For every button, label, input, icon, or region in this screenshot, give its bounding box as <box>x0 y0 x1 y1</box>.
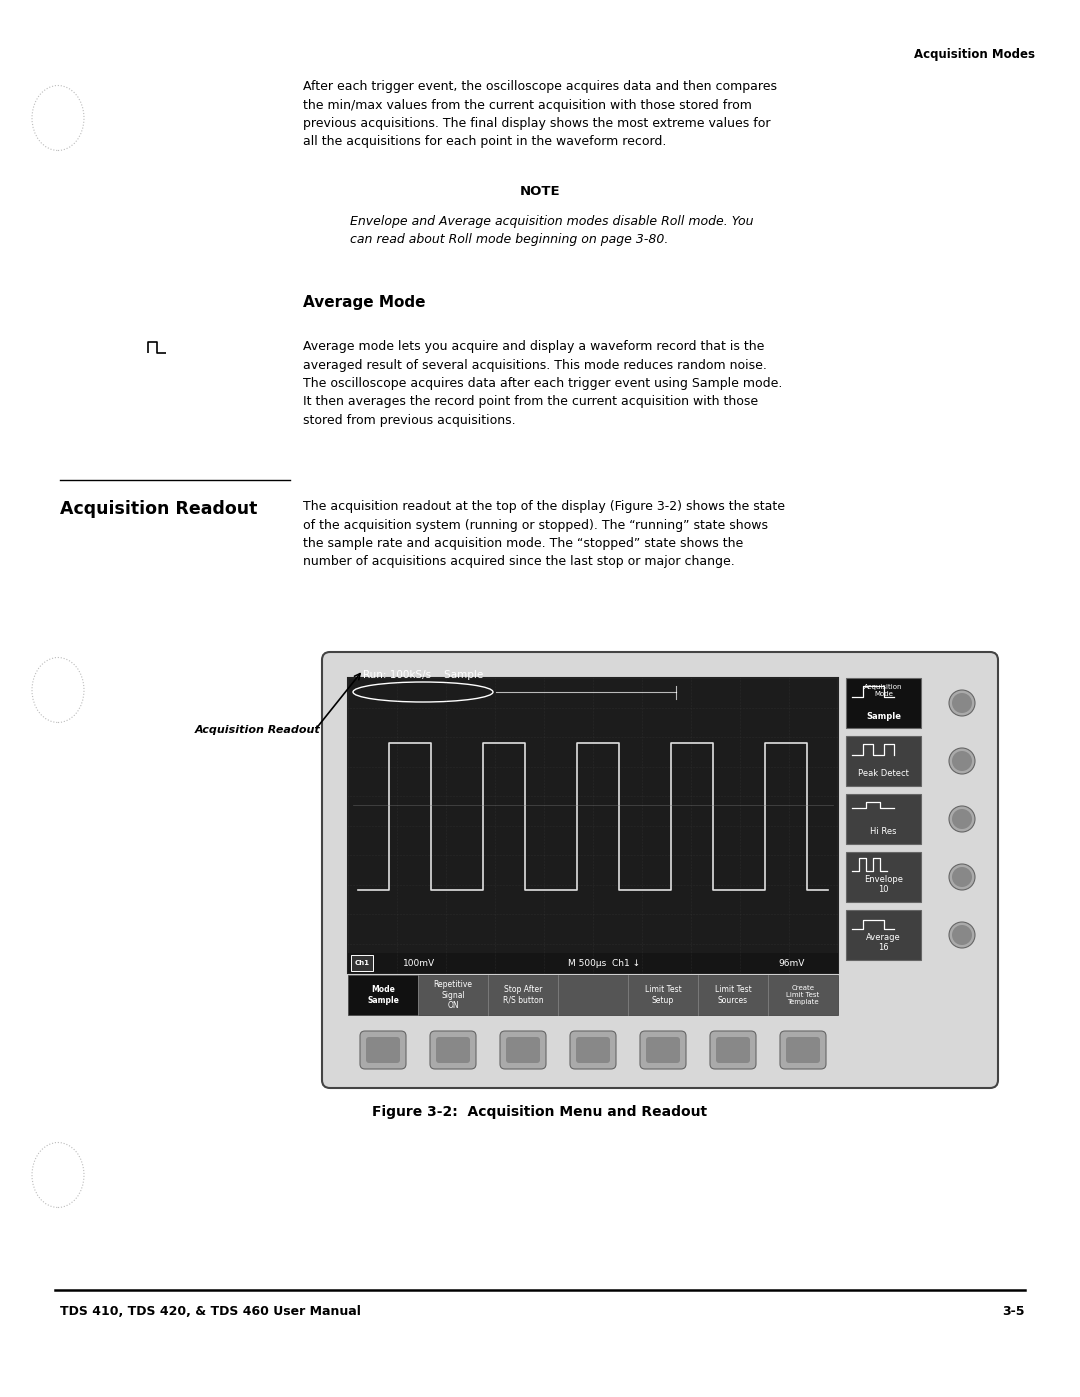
Bar <box>846 793 921 844</box>
Text: Acquisition Readout: Acquisition Readout <box>60 500 257 518</box>
Text: Repetitive
Signal
ON: Repetitive Signal ON <box>433 981 473 1010</box>
Text: Average
16: Average 16 <box>866 933 901 951</box>
Text: Acquisition Readout: Acquisition Readout <box>195 725 321 735</box>
FancyBboxPatch shape <box>640 1031 686 1069</box>
Text: 3-5: 3-5 <box>1002 1305 1025 1317</box>
Bar <box>349 975 418 1014</box>
Circle shape <box>949 806 975 833</box>
Bar <box>348 975 838 1016</box>
Text: Sample: Sample <box>866 712 901 721</box>
Text: Limit Test
Setup: Limit Test Setup <box>645 985 681 1004</box>
Text: Stop After
R/S button: Stop After R/S button <box>502 985 543 1004</box>
Text: Average mode lets you acquire and display a waveform record that is the
averaged: Average mode lets you acquire and displa… <box>303 339 782 427</box>
FancyBboxPatch shape <box>570 1031 616 1069</box>
Text: Peak Detect: Peak Detect <box>859 768 909 778</box>
FancyBboxPatch shape <box>507 1037 540 1063</box>
Circle shape <box>949 922 975 949</box>
Text: Limit Test
Sources: Limit Test Sources <box>715 985 752 1004</box>
Text: Run: 100kS/s    Sample: Run: 100kS/s Sample <box>363 671 483 680</box>
Circle shape <box>951 693 972 712</box>
Text: NOTE: NOTE <box>519 184 561 198</box>
Bar <box>846 736 921 787</box>
Bar <box>488 975 557 1014</box>
Circle shape <box>949 863 975 890</box>
FancyBboxPatch shape <box>576 1037 610 1063</box>
Text: Figure 3-2:  Acquisition Menu and Readout: Figure 3-2: Acquisition Menu and Readout <box>373 1105 707 1119</box>
FancyBboxPatch shape <box>646 1037 680 1063</box>
Circle shape <box>949 747 975 774</box>
Bar <box>699 975 768 1014</box>
Text: Hi Res: Hi Res <box>870 827 896 835</box>
FancyBboxPatch shape <box>430 1031 476 1069</box>
Bar <box>629 975 698 1014</box>
Circle shape <box>951 868 972 887</box>
Text: 96mV: 96mV <box>778 958 805 968</box>
Text: TDS 410, TDS 420, & TDS 460 User Manual: TDS 410, TDS 420, & TDS 460 User Manual <box>60 1305 361 1317</box>
Circle shape <box>949 690 975 717</box>
Text: Average Mode: Average Mode <box>303 295 426 310</box>
Bar <box>558 975 627 1014</box>
Text: Envelope
10: Envelope 10 <box>864 875 903 894</box>
Text: Envelope and Average acquisition modes disable Roll mode. You
can read about Rol: Envelope and Average acquisition modes d… <box>350 215 754 246</box>
FancyBboxPatch shape <box>500 1031 546 1069</box>
Bar <box>846 678 921 728</box>
Bar <box>348 678 838 972</box>
Circle shape <box>951 752 972 771</box>
Text: The acquisition readout at the top of the display (Figure 3-2) shows the state
o: The acquisition readout at the top of th… <box>303 500 785 569</box>
Bar <box>769 975 837 1014</box>
Circle shape <box>951 925 972 944</box>
FancyBboxPatch shape <box>780 1031 826 1069</box>
Text: Acquisition Modes: Acquisition Modes <box>914 47 1035 61</box>
FancyBboxPatch shape <box>786 1037 820 1063</box>
Text: Mode
Sample: Mode Sample <box>367 985 399 1004</box>
Text: Create
Limit Test
Template: Create Limit Test Template <box>786 985 820 1004</box>
Bar <box>846 909 921 960</box>
Bar <box>846 852 921 902</box>
Text: After each trigger event, the oscilloscope acquires data and then compares
the m: After each trigger event, the oscillosco… <box>303 80 777 148</box>
Bar <box>348 953 838 972</box>
Text: M 500μs  Ch1 ↓: M 500μs Ch1 ↓ <box>568 958 640 968</box>
Circle shape <box>951 809 972 828</box>
Bar <box>351 956 373 971</box>
Text: 100mV: 100mV <box>403 958 435 968</box>
Text: Ch1: Ch1 <box>354 960 369 965</box>
FancyBboxPatch shape <box>716 1037 750 1063</box>
FancyBboxPatch shape <box>436 1037 470 1063</box>
FancyBboxPatch shape <box>322 652 998 1088</box>
FancyBboxPatch shape <box>710 1031 756 1069</box>
FancyBboxPatch shape <box>360 1031 406 1069</box>
Text: Acquisition
Mode: Acquisition Mode <box>864 685 903 697</box>
FancyBboxPatch shape <box>366 1037 400 1063</box>
Bar <box>419 975 487 1014</box>
